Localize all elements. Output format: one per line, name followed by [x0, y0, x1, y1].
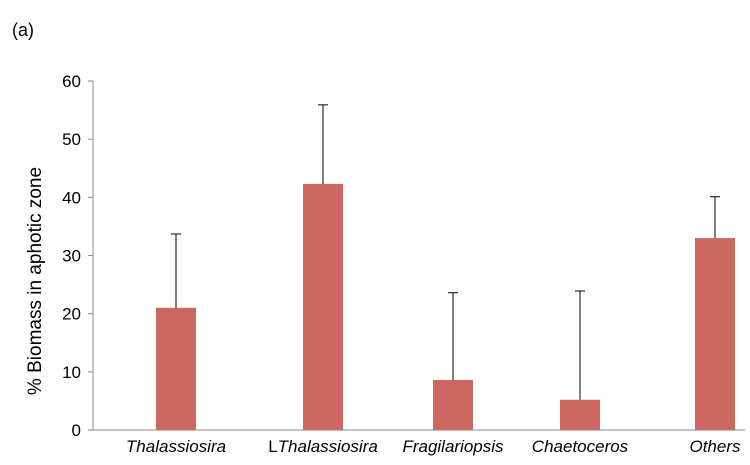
y-axis-title: % Biomass in aphotic zone — [25, 167, 46, 395]
bar — [303, 183, 343, 430]
bar — [156, 307, 196, 430]
x-tick-label: Chaetoceros — [532, 437, 629, 456]
y-tick-label: 60 — [62, 72, 81, 91]
panel-label: (a) — [12, 20, 34, 40]
y-tick-label: 40 — [62, 188, 81, 207]
y-tick-label: 30 — [62, 247, 81, 266]
x-tick-labels: Thalassiosira LThalassiosira Fragilariopsi… — [126, 437, 741, 456]
y-tick-label: 20 — [62, 305, 81, 324]
x-tick-label-prefix: L — [268, 437, 277, 456]
y-ticks: 0 10 20 30 40 50 60 — [62, 72, 93, 440]
y-tick-label: 0 — [72, 421, 81, 440]
x-tick-label-name: Others — [689, 437, 741, 456]
bars — [156, 183, 735, 430]
x-tick-label: Thalassiosira — [126, 437, 226, 456]
y-tick-label: 50 — [62, 130, 81, 149]
x-tick-label: Fragilariopsis — [402, 437, 504, 456]
error-bars — [171, 104, 720, 400]
x-tick-label: LThalassiosira — [268, 437, 378, 456]
x-tick-label: Others — [689, 437, 741, 456]
x-tick-label-name: Fragilariopsis — [402, 437, 504, 456]
x-tick-label-name: Thalassiosira — [278, 437, 378, 456]
bar — [695, 238, 735, 430]
bar — [560, 399, 600, 430]
y-tick-label: 10 — [62, 363, 81, 382]
x-tick-label-name: Thalassiosira — [126, 437, 226, 456]
bar — [433, 379, 473, 430]
x-tick-label-name: Chaetoceros — [532, 437, 629, 456]
